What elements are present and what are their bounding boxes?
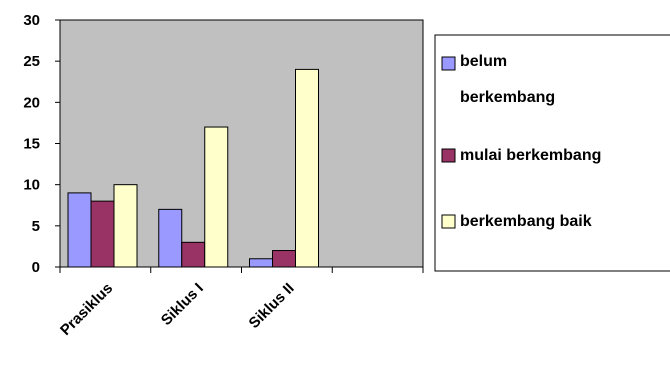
x-tick-label: Siklus I xyxy=(158,280,207,329)
legend-swatch xyxy=(441,148,456,163)
legend-label: belum xyxy=(460,53,507,70)
y-tick-label: 15 xyxy=(23,136,40,153)
bar-belum-berkembang-Siklus-II xyxy=(249,258,273,268)
legend-swatch xyxy=(441,214,456,229)
legend-label: berkembang baik xyxy=(460,213,592,230)
x-tick-label: Prasiklus xyxy=(57,280,116,339)
y-tick-label: 10 xyxy=(23,177,40,194)
legend: belum berkembang mulai berkembang berkemban… xyxy=(434,34,670,272)
bars xyxy=(67,68,319,268)
y-tick-label: 20 xyxy=(23,94,40,111)
legend-label: berkembang xyxy=(460,89,555,106)
bar-mulai-berkembang-Siklus-II xyxy=(272,250,296,268)
bar-belum-berkembang-Prasiklus xyxy=(67,192,92,268)
bar-belum-berkembang-Siklus-I xyxy=(158,208,183,268)
y-tick-label: 5 xyxy=(32,218,40,235)
x-tick-label: Siklus II xyxy=(246,280,298,332)
legend-swatch xyxy=(441,56,456,71)
legend-label: mulai berkembang xyxy=(460,147,601,164)
y-tick-label: 30 xyxy=(23,12,40,29)
x-axis: Prasiklus Siklus I Siklus II xyxy=(57,267,424,339)
y-tick-label: 0 xyxy=(32,259,40,276)
y-axis: 0 5 10 15 20 25 30 xyxy=(23,12,60,276)
bar-mulai-berkembang-Siklus-I xyxy=(181,241,206,268)
y-tick-label: 25 xyxy=(23,53,40,70)
bar-berkembang-baik-Siklus-II xyxy=(295,68,319,268)
bar-berkembang-baik-Prasiklus xyxy=(113,184,138,268)
bar-berkembang-baik-Siklus-I xyxy=(204,126,229,268)
legend-box xyxy=(434,34,670,272)
bar-mulai-berkembang-Prasiklus xyxy=(90,200,115,268)
